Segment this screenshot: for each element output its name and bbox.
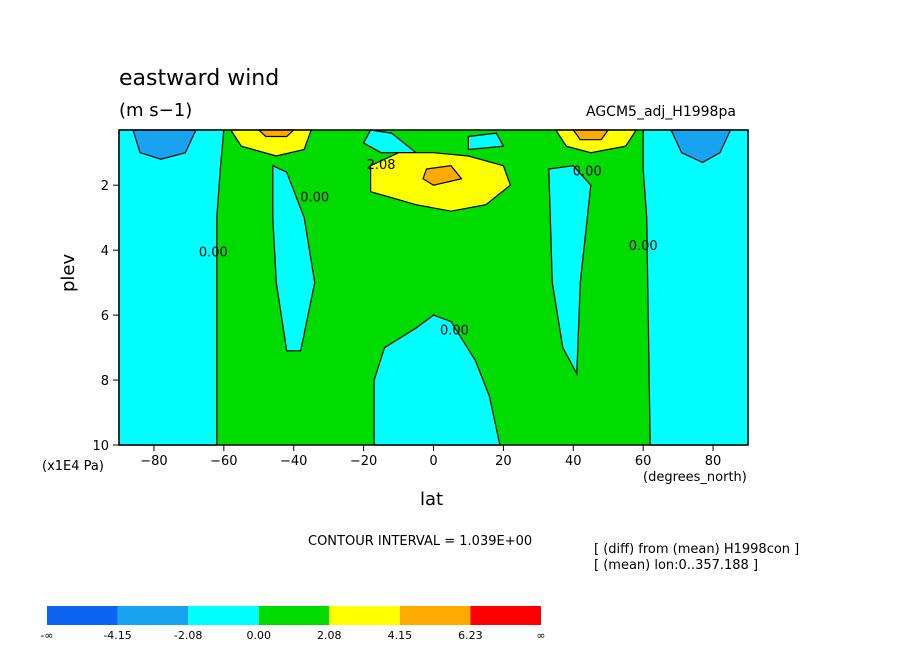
contour-label-0: 2.08	[367, 158, 396, 173]
contour-label-5: 0.00	[440, 324, 469, 339]
contour-label-2: 0.00	[300, 190, 329, 205]
x-axis-label: lat	[420, 489, 444, 510]
colorbar-label-5: 4.15	[388, 629, 413, 642]
y-tick-label-4: 10	[92, 439, 109, 454]
contour-region-8	[467, 132, 505, 151]
x-tick-label-6: 40	[565, 454, 582, 469]
x-tick-label-0: −80	[140, 454, 167, 469]
contour-interval: CONTOUR INTERVAL = 1.039E+00	[308, 534, 533, 549]
contour-label-3: 0.00	[199, 246, 228, 261]
colorbar-swatch-1	[117, 606, 189, 625]
chart-title: eastward wind	[119, 66, 280, 91]
contour-region-13	[572, 129, 610, 141]
y-axis-label: plev	[58, 253, 79, 292]
x-tick-label-5: 20	[495, 454, 512, 469]
colorbar-swatch-4	[329, 606, 400, 625]
colorbar-swatch-2	[188, 606, 259, 625]
contour-region-1	[642, 129, 749, 446]
y-tick-label-0: 2	[101, 179, 109, 194]
contour-label-1: 0.00	[573, 164, 602, 179]
colorbar-label-4: 2.08	[317, 629, 342, 642]
colorbar-swatch-0	[47, 606, 118, 625]
contour-region-5	[548, 165, 592, 376]
axes: −80 −60 −40 −20 0 20 40 60 80 2 4 6 8 10	[92, 129, 749, 469]
chart-units: (m s−1)	[119, 100, 193, 121]
contour-region-6	[373, 314, 501, 446]
colorbar-label-0: -∞	[40, 629, 53, 642]
colorbar-label-2: -2.08	[174, 629, 202, 642]
colorbar-label-7: ∞	[536, 629, 545, 642]
plot-area: 2.08 0.00 0.00 0.00 0.00 0.00	[118, 129, 749, 446]
contour-region-12	[257, 129, 296, 138]
contour-region-14	[422, 165, 463, 186]
x-tick-label-3: −20	[350, 454, 377, 469]
colorbar-label-1: -4.15	[103, 629, 131, 642]
colorbar-label-3: 0.00	[246, 629, 271, 642]
y-tick-label-2: 6	[101, 309, 109, 324]
colorbar-swatch-6	[470, 606, 541, 625]
colorbar: -∞ -4.15 -2.08 0.00 2.08 4.15 6.23 ∞	[40, 606, 546, 642]
contour-region-4	[272, 164, 316, 352]
colorbar-swatch-3	[258, 606, 330, 625]
x-tick-label-1: −60	[210, 454, 237, 469]
x-axis-units: (degrees_north)	[643, 470, 747, 485]
x-tick-label-4: 0	[429, 454, 437, 469]
y-tick-label-3: 8	[101, 374, 109, 389]
x-tick-label-8: 80	[705, 454, 722, 469]
x-tick-label-7: 60	[635, 454, 652, 469]
y-axis-units: (x1E4 Pa)	[42, 459, 104, 474]
contour-region-0	[118, 129, 225, 446]
x-tick-label-2: −40	[280, 454, 307, 469]
dataset-label: AGCM5_adj_H1998pa	[586, 104, 736, 120]
mean-note: [ (mean) lon:0..357.188 ]	[594, 558, 759, 573]
diff-note: [ (diff) from (mean) H1998con ]	[594, 542, 800, 557]
colorbar-label-6: 6.23	[458, 629, 483, 642]
y-tick-label-1: 4	[101, 244, 109, 259]
colorbar-swatch-5	[399, 606, 471, 625]
contour-label-4: 0.00	[629, 239, 658, 254]
